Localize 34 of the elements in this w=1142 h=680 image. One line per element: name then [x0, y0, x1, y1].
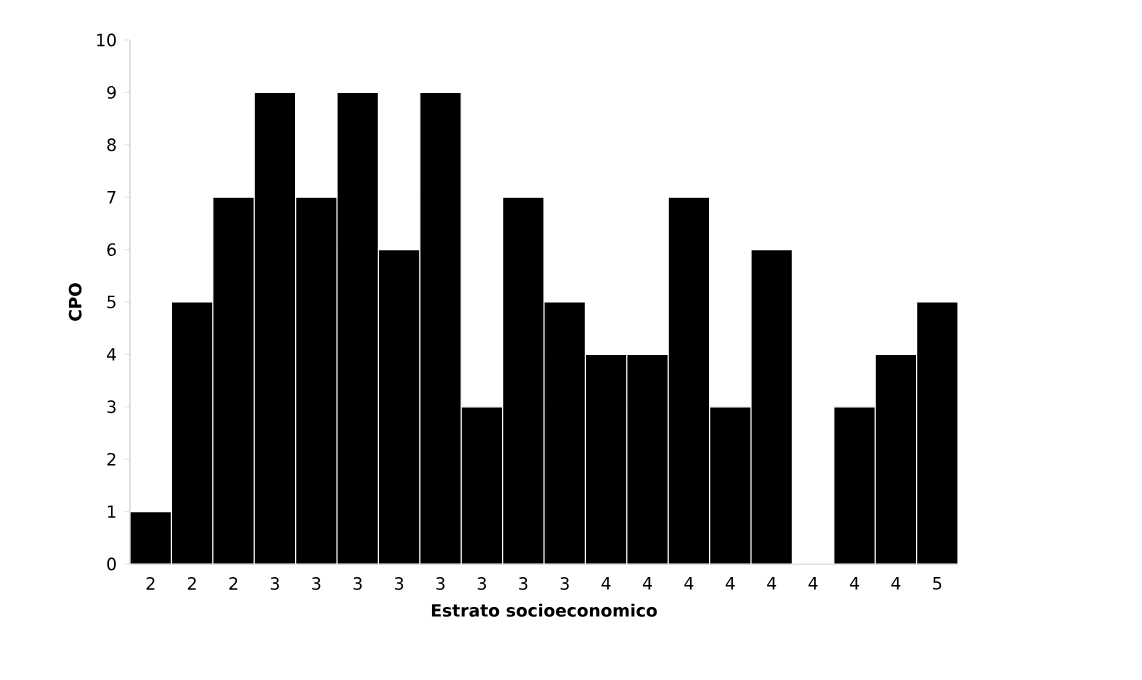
x-tick-label: 3	[270, 577, 279, 590]
x-tick-label: 3	[477, 577, 486, 590]
y-tick-label: 2	[107, 452, 116, 466]
y-tick-label: 8	[107, 138, 116, 152]
x-tick-label: 3	[394, 577, 404, 590]
x-tick-label: 2	[229, 577, 238, 590]
y-tick-label: 5	[107, 295, 116, 309]
y-tick-label: 7	[107, 191, 116, 204]
x-tick-label: 3	[353, 577, 362, 590]
x-tick-label: 4	[684, 577, 694, 590]
y-tick-label: 1	[108, 505, 116, 518]
x-tick-label: 4	[601, 577, 611, 590]
x-tick-label: 4	[642, 577, 652, 590]
x-tick-label: 3	[560, 577, 569, 590]
x-tick-label: 4	[891, 577, 901, 590]
y-tick-label: 6	[107, 243, 116, 257]
x-tick-label: 3	[312, 577, 321, 590]
bar	[750, 248, 793, 564]
y-tick-label: 10	[97, 33, 116, 47]
y-tick-label: 9	[107, 85, 116, 99]
x-tick-label: 3	[436, 577, 445, 590]
x-tick-label: 4	[808, 577, 818, 590]
y-tick-label: 0	[107, 557, 116, 571]
y-tick-label: 3	[107, 400, 116, 414]
x-axis-title: Estrato socioeconomico	[431, 603, 657, 617]
x-tick-label: 2	[146, 577, 155, 590]
x-tick-label: 5	[933, 577, 942, 590]
x-tick-label: 4	[767, 577, 777, 590]
y-axis-title: CPO	[68, 283, 82, 321]
x-tick-label: 4	[849, 577, 859, 590]
y-tick-label: 4	[106, 348, 116, 361]
x-tick-label: 4	[725, 577, 735, 590]
x-tick-label: 2	[187, 577, 196, 590]
x-tick-label: 3	[519, 577, 528, 590]
